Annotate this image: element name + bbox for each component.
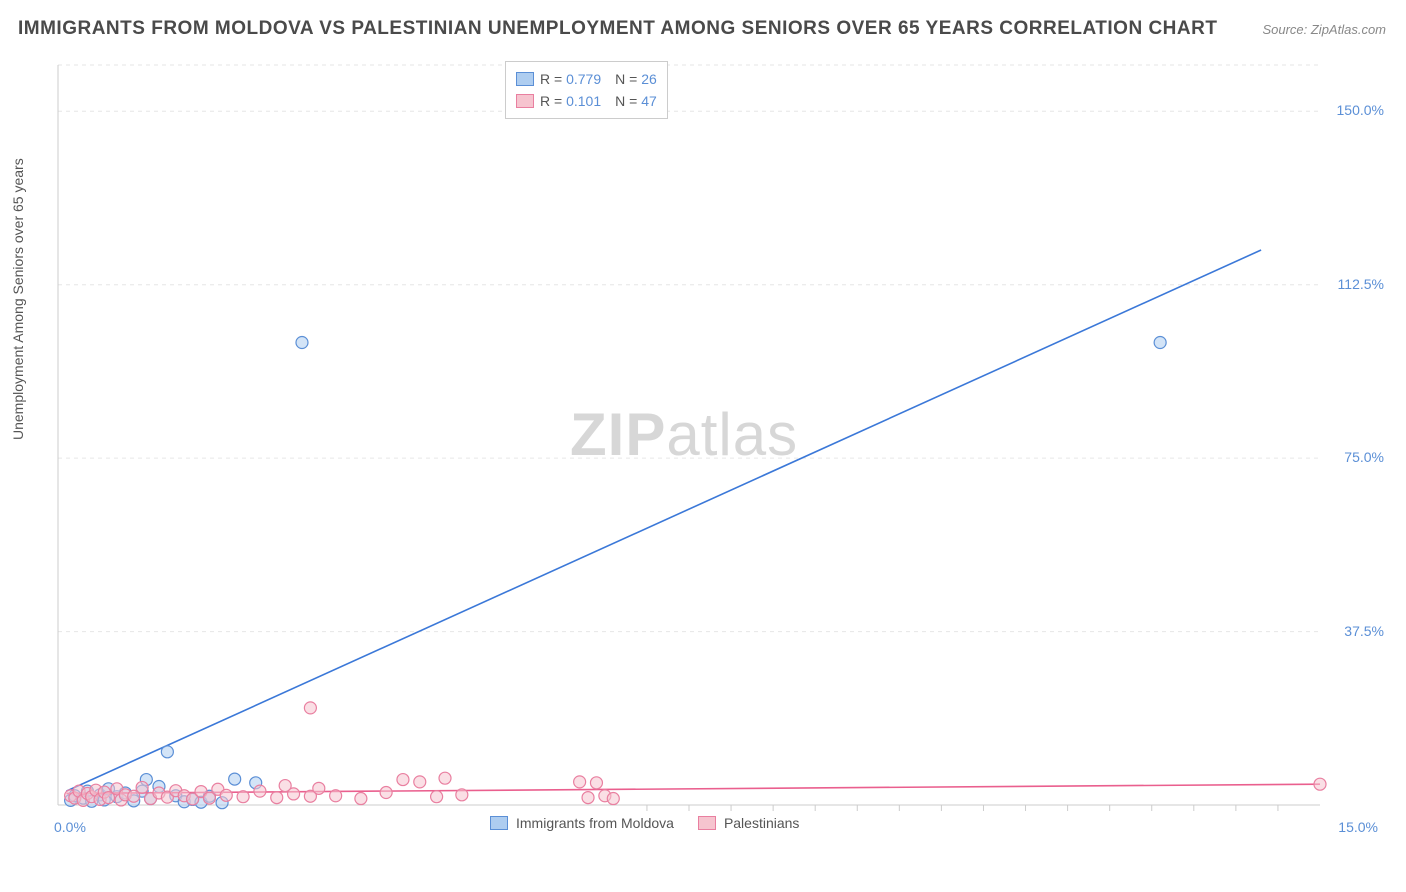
y-tick-label: 37.5% bbox=[1344, 623, 1384, 639]
stats-legend-row: R = 0.779 N = 26 bbox=[516, 68, 657, 90]
legend-swatch bbox=[516, 72, 534, 86]
legend-swatch bbox=[490, 816, 508, 830]
series-legend-item: Immigrants from Moldova bbox=[490, 815, 674, 831]
x-tick-label: 15.0% bbox=[1338, 819, 1378, 835]
series-legend-item: Palestinians bbox=[698, 815, 800, 831]
y-axis-label: Unemployment Among Seniors over 65 years bbox=[10, 158, 26, 440]
chart-title: IMMIGRANTS FROM MOLDOVA VS PALESTINIAN U… bbox=[18, 18, 1217, 40]
source-attribution: Source: ZipAtlas.com bbox=[1262, 22, 1386, 37]
series-legend: Immigrants from Moldova Palestinians bbox=[490, 815, 799, 831]
y-tick-label: 75.0% bbox=[1344, 449, 1384, 465]
legend-swatch bbox=[698, 816, 716, 830]
stats-legend-row: R = 0.101 N = 47 bbox=[516, 90, 657, 112]
stats-legend-text: R = 0.101 N = 47 bbox=[540, 93, 657, 109]
chart-svg bbox=[50, 55, 1390, 845]
y-tick-label: 112.5% bbox=[1338, 276, 1384, 292]
stats-legend-text: R = 0.779 N = 26 bbox=[540, 71, 657, 87]
stats-legend: R = 0.779 N = 26 R = 0.101 N = 47 bbox=[505, 61, 668, 119]
series-legend-label: Immigrants from Moldova bbox=[516, 815, 674, 831]
x-tick-label: 0.0% bbox=[54, 819, 86, 835]
series-legend-label: Palestinians bbox=[724, 815, 800, 831]
y-tick-label: 150.0% bbox=[1337, 102, 1384, 118]
chart-plot-area bbox=[50, 55, 1390, 845]
legend-swatch bbox=[516, 94, 534, 108]
